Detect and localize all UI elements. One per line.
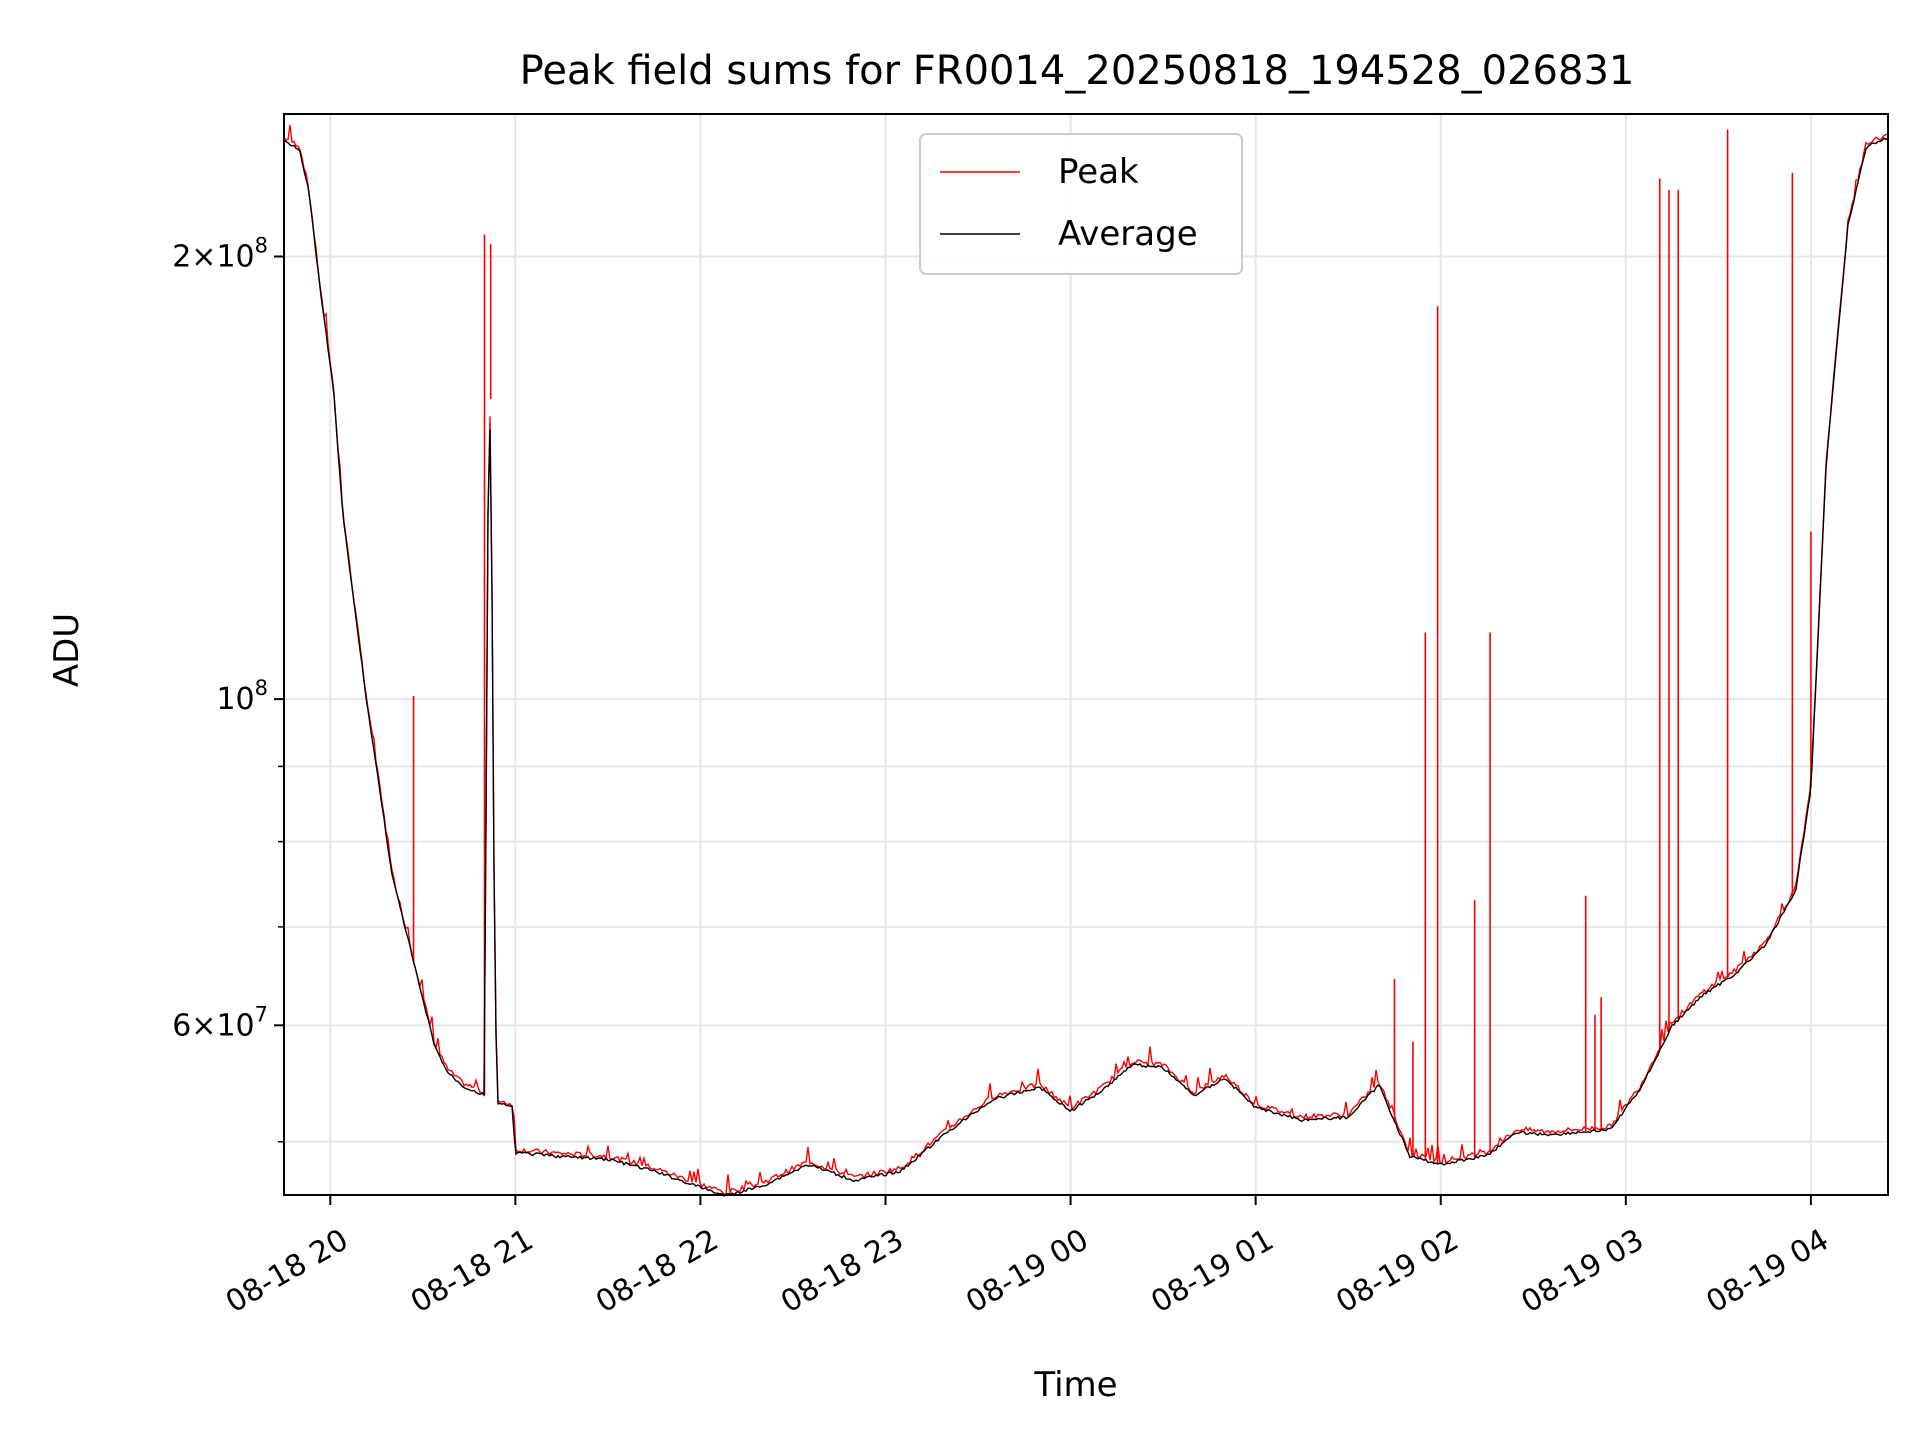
y-tick-label: 108 <box>216 676 268 717</box>
series-layer <box>283 124 1889 1197</box>
peak-series-line <box>283 124 1889 1196</box>
x-axis-label: Time <box>1033 1365 1117 1405</box>
chart-title: Peak field sums for FR0014_20250818_1945… <box>520 48 1635 94</box>
y-tick-label: 2×108 <box>172 233 268 274</box>
plot-frame <box>283 113 1889 1196</box>
legend-label: Peak <box>1058 152 1139 192</box>
y-tick-label: 6×107 <box>172 1002 268 1043</box>
legend-label: Average <box>1058 214 1198 254</box>
legend: Peak Average <box>919 133 1243 275</box>
grid <box>284 114 1888 1195</box>
plot-area <box>283 124 1889 1197</box>
y-axis-label: ADU <box>47 613 87 687</box>
average-series-line <box>283 137 1889 1197</box>
legend-box <box>919 133 1243 275</box>
